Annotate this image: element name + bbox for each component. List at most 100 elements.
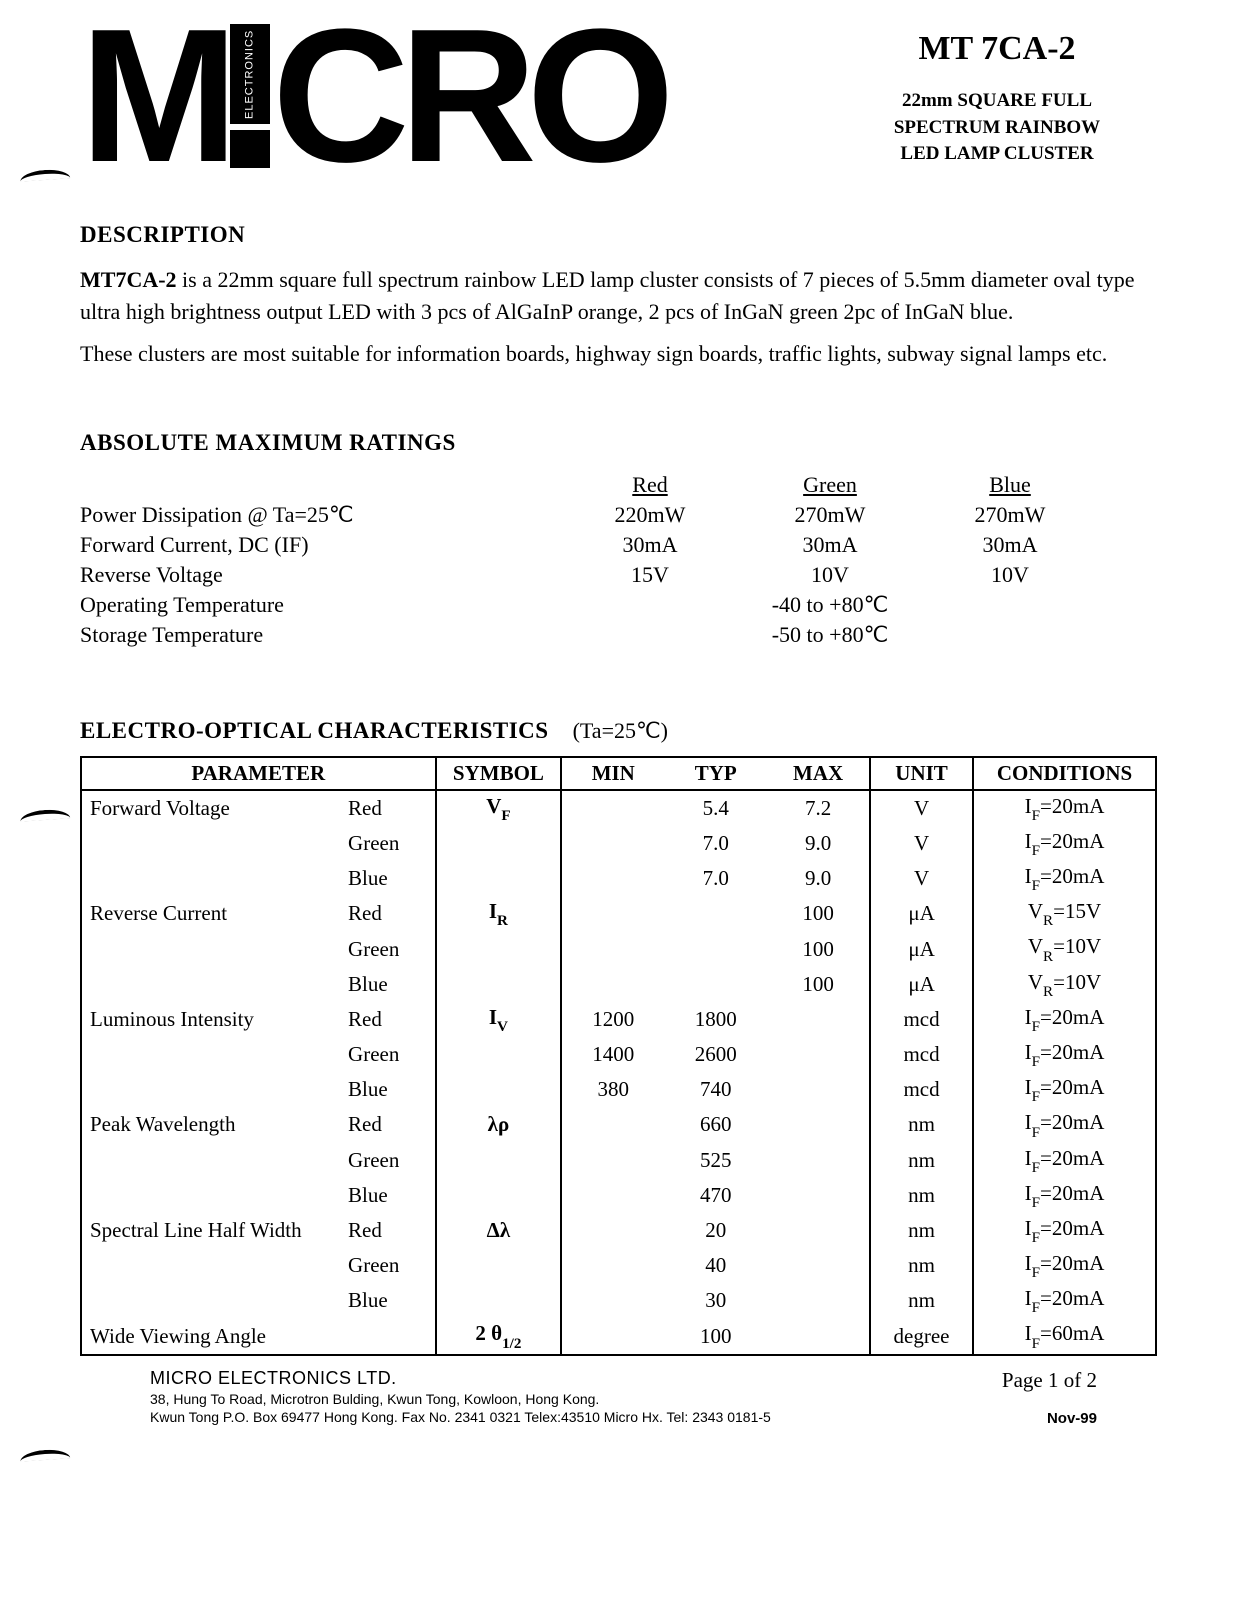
footer: Page 1 of 2 MICRO ELECTRONICS LTD. 38, H… — [80, 1368, 1157, 1425]
eo-color: Blue — [344, 1283, 435, 1318]
eo-row: Blue470nmIF=20mA — [81, 1178, 1156, 1213]
ratings-green: 270mW — [740, 502, 920, 528]
eo-row: Blue380740mcdIF=20mA — [81, 1072, 1156, 1107]
ratings-blue: 30mA — [920, 532, 1100, 558]
eo-param — [81, 826, 344, 861]
eo-color: Green — [344, 1143, 435, 1178]
part-block: MT 7CA-2 22mm SQUARE FULL SPECTRUM RAINB… — [857, 20, 1157, 168]
eo-row: Wide Viewing Angle2 θ1/2100degreeIF=60mA — [81, 1318, 1156, 1354]
eo-symbol — [436, 1178, 562, 1213]
eo-row: Green14002600mcdIF=20mA — [81, 1037, 1156, 1072]
eo-condition: (Ta=25℃) — [573, 718, 668, 744]
eo-param — [81, 861, 344, 896]
ratings-label: Power Dissipation @ Ta=25℃ — [80, 502, 560, 528]
eo-row: Luminous IntensityRedIV12001800mcdIF=20m… — [81, 1002, 1156, 1037]
eo-typ: 2600 — [664, 1037, 767, 1072]
eo-max — [767, 1143, 870, 1178]
eo-color — [344, 1318, 435, 1354]
eo-max — [767, 1248, 870, 1283]
company-addr1: 38, Hung To Road, Microtron Bulding, Kwu… — [150, 1391, 1157, 1407]
desc-p1-text: is a 22mm square full spectrum rainbow L… — [80, 267, 1135, 324]
ratings-red: 30mA — [560, 532, 740, 558]
rh-red: Red — [560, 472, 740, 498]
eo-cond: VR=10V — [973, 931, 1156, 966]
eo-max: 100 — [767, 931, 870, 966]
eo-cond: IF=20mA — [973, 1248, 1156, 1283]
eo-symbol — [436, 1283, 562, 1318]
eo-unit: μA — [870, 931, 973, 966]
th-unit: UNIT — [870, 757, 973, 790]
description-p1: MT7CA-2 is a 22mm square full spectrum r… — [80, 264, 1157, 328]
eo-typ — [664, 931, 767, 966]
eo-param: Luminous Intensity — [81, 1002, 344, 1037]
eo-color: Red — [344, 1213, 435, 1248]
eo-param — [81, 1178, 344, 1213]
eo-symbol — [436, 1037, 562, 1072]
ratings-row: Power Dissipation @ Ta=25℃220mW270mW270m… — [80, 502, 1157, 528]
ratings-blue: 10V — [920, 562, 1100, 588]
eo-unit: nm — [870, 1107, 973, 1142]
eo-max — [767, 1213, 870, 1248]
eo-unit: nm — [870, 1178, 973, 1213]
eo-param: Forward Voltage — [81, 790, 344, 826]
abs-max-heading: ABSOLUTE MAXIMUM RATINGS — [80, 430, 1157, 456]
eo-max — [767, 1283, 870, 1318]
eo-color: Green — [344, 1037, 435, 1072]
eo-min: 1400 — [561, 1037, 664, 1072]
eo-typ: 5.4 — [664, 790, 767, 826]
eo-param — [81, 1248, 344, 1283]
eo-typ: 20 — [664, 1213, 767, 1248]
eo-row: Green 100μAVR=10V — [81, 931, 1156, 966]
logo-letter-c: C — [272, 20, 399, 172]
eo-unit: nm — [870, 1143, 973, 1178]
eo-max — [767, 1107, 870, 1142]
eo-symbol: IR — [436, 896, 562, 931]
eo-unit: μA — [870, 967, 973, 1002]
eo-symbol — [436, 861, 562, 896]
eo-section: ELECTRO-OPTICAL CHARACTERISTICS (Ta=25℃)… — [80, 718, 1157, 1356]
eo-min — [561, 896, 664, 931]
eo-symbol — [436, 826, 562, 861]
eo-cond: VR=15V — [973, 896, 1156, 931]
eo-param: Reverse Current — [81, 896, 344, 931]
part-number: MT 7CA-2 — [857, 30, 1137, 68]
ratings-green: 10V — [740, 562, 920, 588]
eo-unit: nm — [870, 1283, 973, 1318]
ratings-row: Forward Current, DC (IF)30mA30mA30mA — [80, 532, 1157, 558]
th-conditions: CONDITIONS — [973, 757, 1156, 790]
eo-param — [81, 931, 344, 966]
eo-unit: degree — [870, 1318, 973, 1354]
eo-param: Spectral Line Half Width — [81, 1213, 344, 1248]
eo-color: Red — [344, 1002, 435, 1037]
ratings-span-value: -50 to +80℃ — [560, 622, 1100, 648]
eo-row: Blue7.09.0VIF=20mA — [81, 861, 1156, 896]
eo-max: 100 — [767, 967, 870, 1002]
ratings-red: 220mW — [560, 502, 740, 528]
eo-min — [561, 931, 664, 966]
eo-max — [767, 1002, 870, 1037]
eo-symbol: VF — [436, 790, 562, 826]
eo-typ: 30 — [664, 1283, 767, 1318]
ratings-row: Operating Temperature-40 to +80℃ — [80, 592, 1157, 618]
eo-color: Green — [344, 931, 435, 966]
eo-param: Wide Viewing Angle — [81, 1318, 344, 1354]
eo-row: Green525nmIF=20mA — [81, 1143, 1156, 1178]
part-sub-l3: LED LAMP CLUSTER — [900, 143, 1093, 164]
binding-mark — [20, 1448, 71, 1461]
part-sub-l2: SPECTRUM RAINBOW — [894, 117, 1100, 138]
logo-micro: M ELECTRONICS C R O — [80, 20, 665, 172]
eo-cond: IF=20mA — [973, 1143, 1156, 1178]
eo-min — [561, 790, 664, 826]
eo-max — [767, 1318, 870, 1354]
eo-color: Blue — [344, 1178, 435, 1213]
eo-unit: nm — [870, 1248, 973, 1283]
part-subtitle: 22mm SQUARE FULL SPECTRUM RAINBOW LED LA… — [857, 88, 1137, 168]
eo-row: Green40nmIF=20mA — [81, 1248, 1156, 1283]
logo-letter-o: O — [527, 20, 665, 172]
ratings-table: Red Green Blue Power Dissipation @ Ta=25… — [80, 472, 1157, 648]
eo-unit: mcd — [870, 1037, 973, 1072]
logo-i-stem — [230, 130, 270, 168]
desc-partno: MT7CA-2 — [80, 267, 177, 292]
eo-min — [561, 1318, 664, 1354]
page-indicator: Page 1 of 2 — [1002, 1368, 1097, 1393]
